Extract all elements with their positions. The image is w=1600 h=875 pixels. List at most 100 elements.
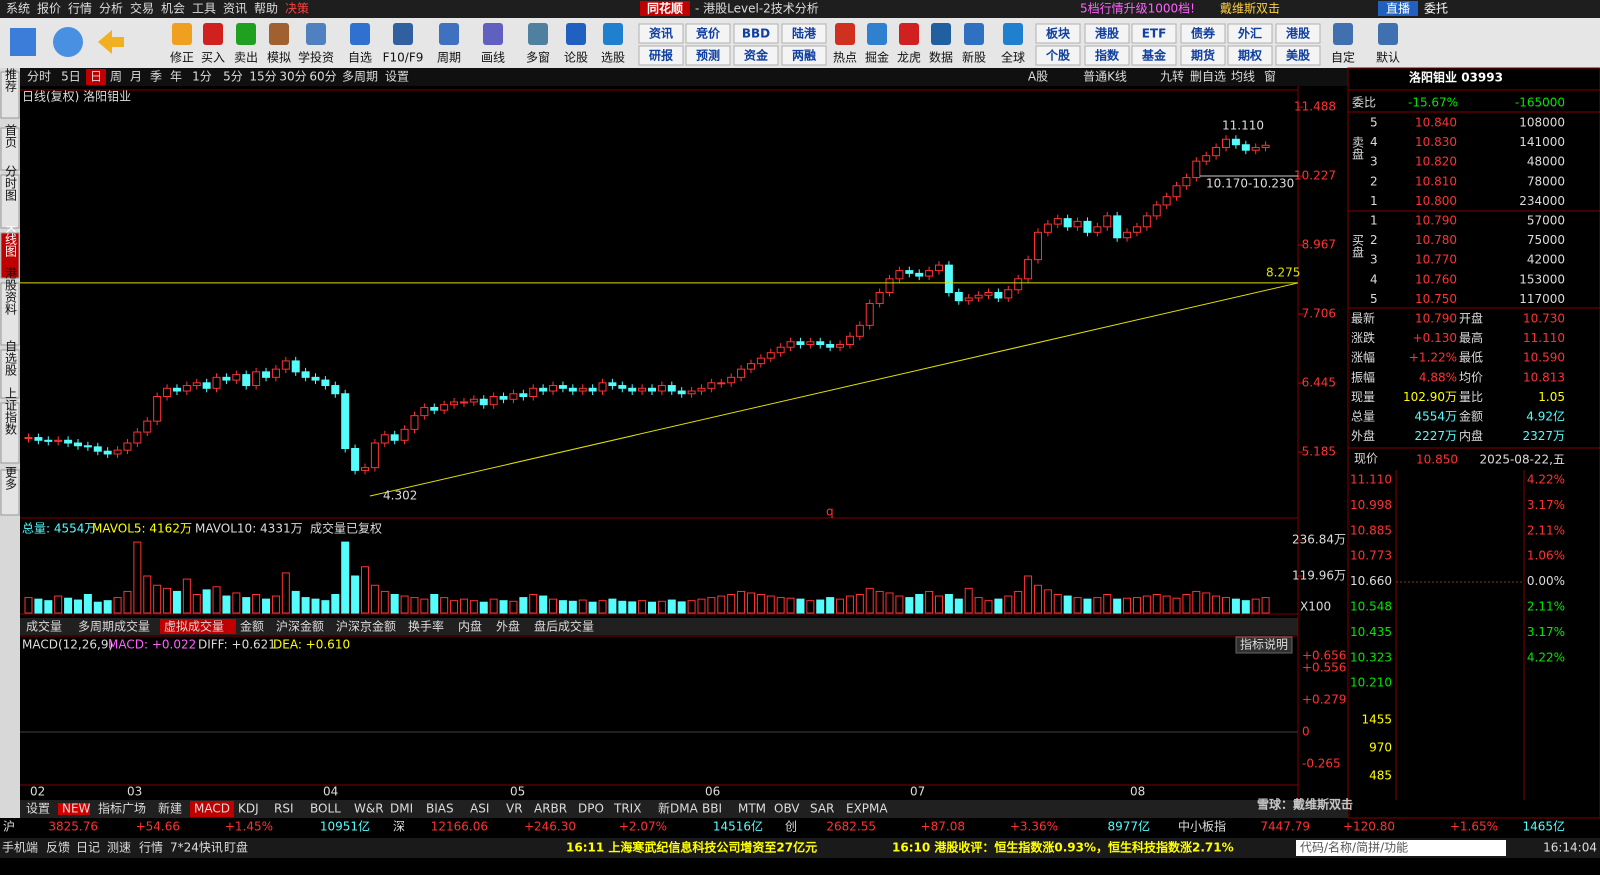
live-btn[interactable]: 直播: [1386, 2, 1410, 16]
tool-button[interactable]: 自选: [348, 51, 372, 65]
tool-button[interactable]: 学投资: [298, 50, 334, 65]
tool-button[interactable]: 选股: [601, 51, 625, 65]
menu-item[interactable]: 交易: [130, 1, 154, 16]
grid-button[interactable]: 基金: [1141, 48, 1167, 63]
tool-button[interactable]: 修正: [170, 50, 194, 65]
tool-button[interactable]: 论股: [564, 51, 588, 65]
vol-tab[interactable]: 虚拟成交量: [164, 619, 224, 634]
indicator-tab[interactable]: BIAS: [426, 802, 454, 816]
side-tab[interactable]: K线图: [4, 225, 18, 257]
indicator-tab[interactable]: MACD: [194, 802, 230, 816]
indicator-tab[interactable]: 设置: [26, 802, 50, 816]
tool-button[interactable]: 卖出: [234, 51, 258, 65]
vol-tab[interactable]: 金额: [240, 619, 264, 634]
grid-button[interactable]: 竞价: [696, 26, 721, 41]
grid-button[interactable]: BBD: [742, 27, 770, 41]
side-tab[interactable]: 推荐: [4, 68, 18, 93]
indicator-tab[interactable]: DMI: [390, 802, 413, 816]
period-tab[interactable]: 年: [170, 70, 182, 84]
grid-button[interactable]: 资讯: [649, 26, 673, 41]
indicator-tab[interactable]: W&R: [354, 802, 384, 816]
tool-button[interactable]: 热点: [833, 51, 857, 65]
grid-button[interactable]: 预测: [696, 48, 720, 63]
menu-item[interactable]: 行情: [68, 2, 92, 16]
grid-button[interactable]: ETF: [1142, 27, 1167, 41]
grid-button[interactable]: 板块: [1046, 26, 1071, 41]
indicator-tab[interactable]: SAR: [810, 802, 834, 816]
tool-button[interactable]: 龙虎: [897, 51, 921, 65]
search[interactable]: 代码/名称/简拼/功能: [1300, 840, 1408, 855]
period-tab[interactable]: 5日: [61, 70, 81, 84]
indicator-tab[interactable]: 新建: [158, 801, 182, 816]
order-btn[interactable]: 委托: [1424, 2, 1448, 16]
indicator-tab[interactable]: BOLL: [310, 802, 341, 816]
status-tab[interactable]: 7*24快讯: [170, 841, 223, 855]
tool-button[interactable]: 买入: [201, 51, 225, 65]
indicator-tab[interactable]: 指标广场: [98, 801, 146, 816]
indicator-tab[interactable]: OBV: [774, 802, 800, 816]
status-tab[interactable]: 盯盘: [224, 840, 248, 855]
grid-button[interactable]: 资金: [744, 48, 769, 63]
menu-item[interactable]: 分析: [99, 2, 123, 16]
period-tab[interactable]: 5分: [223, 70, 243, 84]
vol-tab[interactable]: 成交量: [26, 619, 62, 634]
status-tab[interactable]: 行情: [139, 841, 163, 855]
menu-item[interactable]: 报价: [37, 1, 61, 16]
tool-button[interactable]: 新股: [962, 50, 986, 65]
tool-button[interactable]: 周期: [437, 51, 461, 65]
macd-help[interactable]: 指标说明: [1240, 637, 1288, 652]
grid-button[interactable]: 两融: [792, 48, 816, 63]
grid-button[interactable]: 指数: [1095, 48, 1120, 63]
status-tab[interactable]: 日记: [76, 841, 100, 855]
grid-button[interactable]: 研报: [649, 48, 673, 63]
side-tab[interactable]: 首页: [4, 124, 18, 149]
tool-button[interactable]: 默认: [1376, 50, 1400, 65]
period-tab[interactable]: 1分: [192, 70, 212, 84]
menu-item[interactable]: 工具: [192, 2, 216, 16]
vol-tab[interactable]: 换手率: [408, 619, 444, 634]
vol-tab[interactable]: 沪深京金额: [336, 619, 396, 634]
tool-button[interactable]: 掘金: [865, 50, 889, 65]
status-tab[interactable]: 反馈: [46, 841, 70, 855]
vol-tab[interactable]: 内盘: [458, 619, 482, 634]
grid-button[interactable]: 外汇: [1238, 26, 1262, 41]
chart-tool[interactable]: 均线: [1231, 70, 1255, 84]
grid-button[interactable]: 美股: [1286, 48, 1311, 63]
tool-button[interactable]: 画线: [481, 51, 505, 65]
grid-button[interactable]: 港股: [1286, 26, 1311, 41]
vol-tab[interactable]: 外盘: [496, 619, 520, 634]
vol-tab[interactable]: 沪深金额: [276, 619, 324, 634]
period-tab[interactable]: 设置: [385, 70, 409, 84]
period-tab[interactable]: 日: [90, 70, 102, 84]
grid-button[interactable]: 期货: [1191, 48, 1215, 63]
menu-item[interactable]: 帮助: [254, 2, 278, 16]
indicator-tab[interactable]: NEW: [62, 802, 91, 816]
indicator-tab[interactable]: 新DMA: [658, 801, 699, 816]
tool-button[interactable]: 多窗: [526, 51, 550, 65]
period-tab[interactable]: 季: [150, 70, 162, 84]
side-tab[interactable]: 分时图: [4, 165, 18, 201]
indicator-tab[interactable]: ARBR: [534, 802, 567, 816]
grid-button[interactable]: 港股: [1095, 26, 1120, 41]
tool-button[interactable]: 全球: [1001, 50, 1025, 65]
chart-tool[interactable]: 普通K线: [1083, 70, 1127, 84]
grid-button[interactable]: 陆港: [792, 26, 817, 41]
period-tab[interactable]: 周: [110, 70, 122, 84]
period-tab[interactable]: 30分: [279, 70, 306, 84]
period-tab[interactable]: 分时: [27, 70, 51, 84]
indicator-tab[interactable]: RSI: [274, 802, 294, 816]
chart-tool[interactable]: 九转: [1160, 69, 1184, 84]
status-tab[interactable]: 手机端: [2, 841, 38, 855]
menu-item[interactable]: 决策: [285, 2, 309, 16]
grid-button[interactable]: 期权: [1238, 48, 1263, 63]
vol-tab[interactable]: 多周期成交量: [78, 619, 150, 634]
vol-tab[interactable]: 盘后成交量: [534, 619, 594, 634]
chart-tool[interactable]: 窗: [1264, 70, 1276, 84]
indicator-tab[interactable]: MTM: [738, 802, 766, 816]
grid-button[interactable]: 个股: [1045, 48, 1071, 63]
chart-tool[interactable]: A股: [1028, 70, 1048, 84]
tool-button[interactable]: 自定: [1331, 50, 1355, 65]
period-tab[interactable]: 月: [130, 70, 142, 84]
indicator-tab[interactable]: VR: [506, 802, 523, 816]
grid-button[interactable]: 债券: [1191, 26, 1216, 41]
